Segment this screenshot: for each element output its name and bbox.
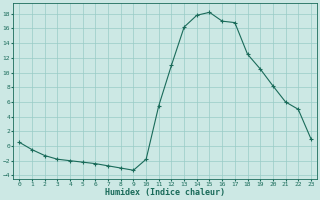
X-axis label: Humidex (Indice chaleur): Humidex (Indice chaleur) — [105, 188, 225, 197]
